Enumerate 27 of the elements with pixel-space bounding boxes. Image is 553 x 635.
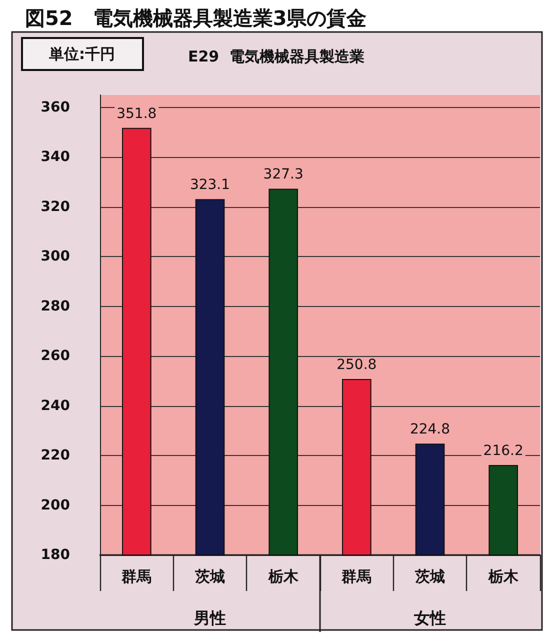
data-label: 351.8 <box>116 106 157 122</box>
y-tick-label: 180 <box>40 547 70 563</box>
y-tick-label: 200 <box>40 497 70 514</box>
y-tick-label: 360 <box>40 99 70 116</box>
x-tick-label: 栃木 <box>267 568 300 586</box>
x-tick-label: 茨城 <box>194 568 225 586</box>
text: 男性 <box>193 608 226 628</box>
y-tick-label: 220 <box>40 448 70 464</box>
y-tick-label: 280 <box>40 298 70 314</box>
x-tick-label: 群馬 <box>120 568 152 586</box>
x-tick-label: 茨城 <box>414 568 445 586</box>
text: 女性 <box>413 608 446 628</box>
data-label: 224.8 <box>410 422 450 438</box>
chart-title: 図52 電気機械器具製造業3県の賃金 <box>25 6 367 30</box>
data-label: 250.8 <box>336 356 377 373</box>
text: 単位:千円 <box>48 45 115 63</box>
data-label: 323.1 <box>190 177 230 194</box>
data-label: 327.3 <box>263 166 304 183</box>
y-tick-label: 300 <box>40 248 70 265</box>
x-tick-label: 栃木 <box>487 568 520 586</box>
chart-subtitle: E29 電気機械器具製造業 <box>188 48 365 66</box>
data-label: 216.2 <box>483 442 524 459</box>
x-tick-label: 群馬 <box>340 568 372 586</box>
y-tick-label: 320 <box>40 198 70 215</box>
y-tick-label: 340 <box>40 149 70 166</box>
y-tick-label: 260 <box>40 348 70 364</box>
y-tick-label: 240 <box>40 398 70 414</box>
